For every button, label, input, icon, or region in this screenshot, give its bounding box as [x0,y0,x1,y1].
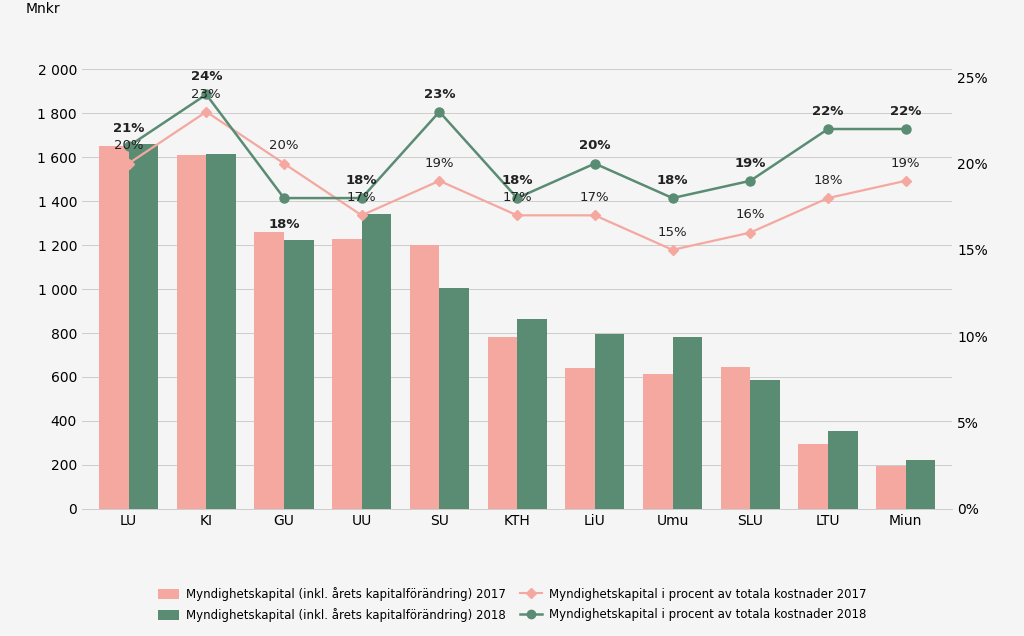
Text: 20%: 20% [269,139,299,153]
Bar [595,334,625,509]
Bar [487,338,517,509]
Text: 19%: 19% [734,156,766,170]
Text: 16%: 16% [735,209,765,221]
Text: 20%: 20% [580,139,610,153]
Text: 15%: 15% [657,226,687,238]
Bar [177,155,206,509]
Text: 19%: 19% [891,156,921,170]
Bar [643,374,673,509]
Bar [905,460,935,509]
Bar [751,380,780,509]
Bar [828,431,857,509]
Bar [284,240,313,509]
Text: 18%: 18% [502,174,532,187]
Bar [361,214,391,509]
Text: 18%: 18% [346,174,378,187]
Text: 18%: 18% [656,174,688,187]
Bar [565,368,595,509]
Bar [410,245,439,509]
Bar [254,232,284,509]
Bar [721,367,751,509]
Text: 17%: 17% [347,191,377,204]
Text: 21%: 21% [113,122,144,135]
Text: Mnkr: Mnkr [26,2,60,16]
Legend: Myndighetskapital (inkl. årets kapitalförändring) 2017, Myndighetskapital (inkl.: Myndighetskapital (inkl. årets kapitalfö… [154,583,870,627]
Bar [673,338,702,509]
Text: 24%: 24% [190,71,222,83]
Bar [517,319,547,509]
Bar [439,288,469,509]
Text: 18%: 18% [813,174,843,187]
Text: 22%: 22% [890,105,922,118]
Bar [332,238,361,509]
Text: 20%: 20% [114,139,143,153]
Text: 23%: 23% [191,88,221,100]
Text: 19%: 19% [425,156,455,170]
Bar [877,466,905,509]
Text: 17%: 17% [580,191,609,204]
Text: 18%: 18% [268,218,300,230]
Text: 22%: 22% [812,105,844,118]
Bar [129,144,158,509]
Text: 23%: 23% [424,88,455,100]
Bar [206,154,236,509]
Bar [799,444,828,509]
Bar [99,146,129,509]
Text: 17%: 17% [503,191,531,204]
